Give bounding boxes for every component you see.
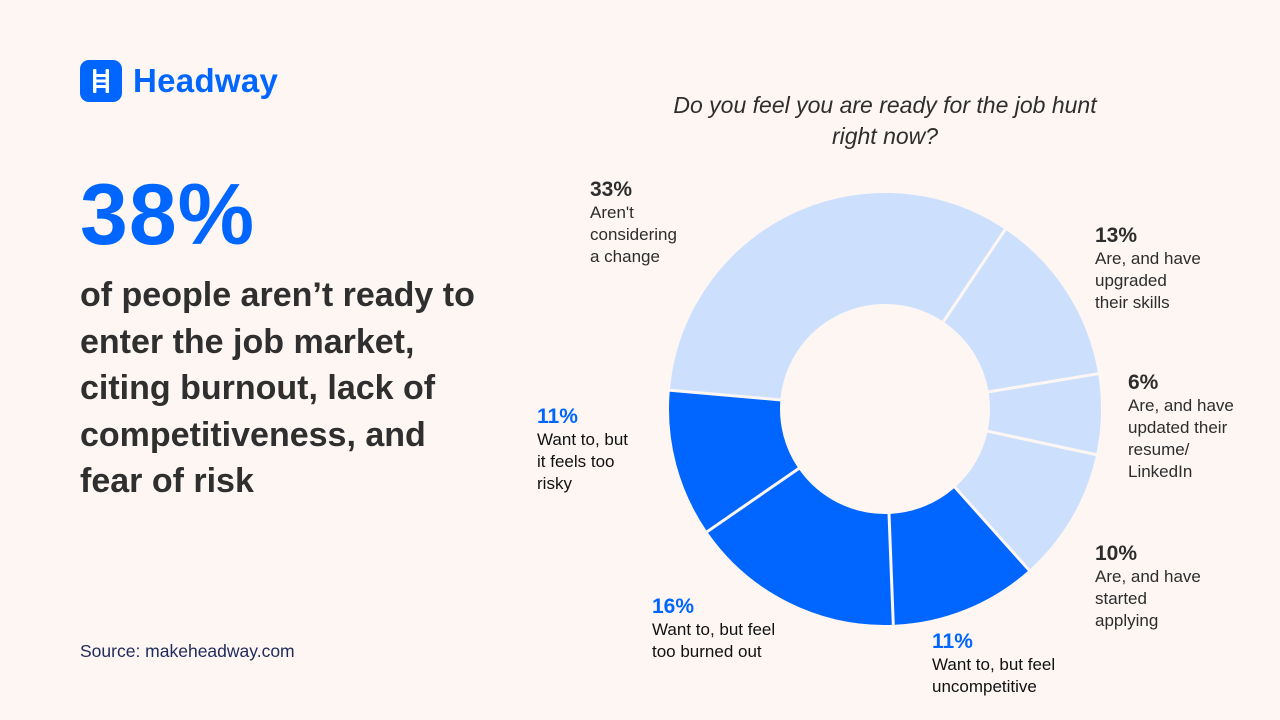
segment-percent: 16%: [652, 595, 695, 618]
segment-divider: [703, 465, 803, 536]
hero-stat: 38%: [80, 167, 256, 263]
segment-description: Want to, but feel: [932, 655, 1056, 674]
segment-description: it feels too: [537, 452, 615, 471]
segment-description: considering: [590, 225, 677, 244]
segment-divider: [939, 225, 1009, 326]
segment-label: 33% Aren't considering a change: [590, 178, 677, 268]
segment-description: resume/: [1128, 440, 1190, 459]
brand-name: Headway: [133, 62, 279, 99]
segment-label: 13% Are, and have upgraded their skills: [1095, 224, 1201, 314]
segment-description: their skills: [1095, 293, 1170, 312]
segment-description: Are, and have: [1128, 396, 1234, 415]
segment-label: 11% Want to, but feel uncompetitive: [932, 630, 1055, 698]
segment-percent: 11%: [932, 630, 973, 653]
donut-segment: [943, 230, 1098, 392]
segment-description: Are, and have: [1095, 567, 1201, 586]
segment-description: Want to, but: [537, 430, 629, 449]
segment-description: Want to, but feel: [652, 620, 776, 639]
donut-segment: [669, 193, 1005, 401]
segment-description: updated their: [1128, 418, 1228, 437]
segment-label: 16% Want to, but feel too burned out: [652, 595, 775, 663]
ladder-icon: [80, 60, 122, 102]
donut-segment: [955, 431, 1096, 570]
segment-description: Aren't: [590, 203, 634, 222]
hero-text: of people aren’t ready to enter the job …: [80, 276, 475, 500]
segment-divider: [951, 483, 1033, 575]
segment-label: 10% Are, and have started applying: [1095, 542, 1201, 632]
segment-divider: [984, 371, 1103, 394]
segment-divider: [983, 428, 1101, 457]
segment-divider: [665, 388, 785, 402]
brand-logo: Headway: [80, 60, 278, 102]
segment-description: uncompetitive: [932, 677, 1037, 696]
segment-description: applying: [1095, 611, 1159, 630]
donut-segment: [987, 373, 1101, 455]
segment-description: LinkedIn: [1128, 462, 1193, 481]
segment-percent: 33%: [590, 178, 633, 201]
segment-percent: 11%: [537, 405, 578, 428]
segment-description: upgraded: [1095, 271, 1167, 290]
segment-divider: [887, 509, 895, 629]
donut-segment: [707, 469, 894, 625]
segment-percent: 10%: [1095, 542, 1138, 565]
chart-title: Do you feel you are ready for the job hu…: [673, 92, 1097, 149]
segment-label: 11% Want to, but it feels too risky: [537, 405, 628, 495]
segment-description: too burned out: [652, 642, 762, 661]
segment-description: a change: [590, 247, 660, 266]
segment-description: Are, and have: [1095, 249, 1201, 268]
source-note: Source: makeheadway.com: [80, 641, 295, 661]
segment-percent: 6%: [1128, 371, 1159, 394]
donut-segment: [888, 487, 1029, 625]
segment-percent: 13%: [1095, 224, 1138, 247]
segment-description: started: [1095, 589, 1147, 608]
donut-segment: [669, 389, 799, 532]
segment-description: risky: [537, 474, 572, 493]
segment-label: 6% Are, and have updated their resume/Linke…: [1128, 371, 1234, 483]
